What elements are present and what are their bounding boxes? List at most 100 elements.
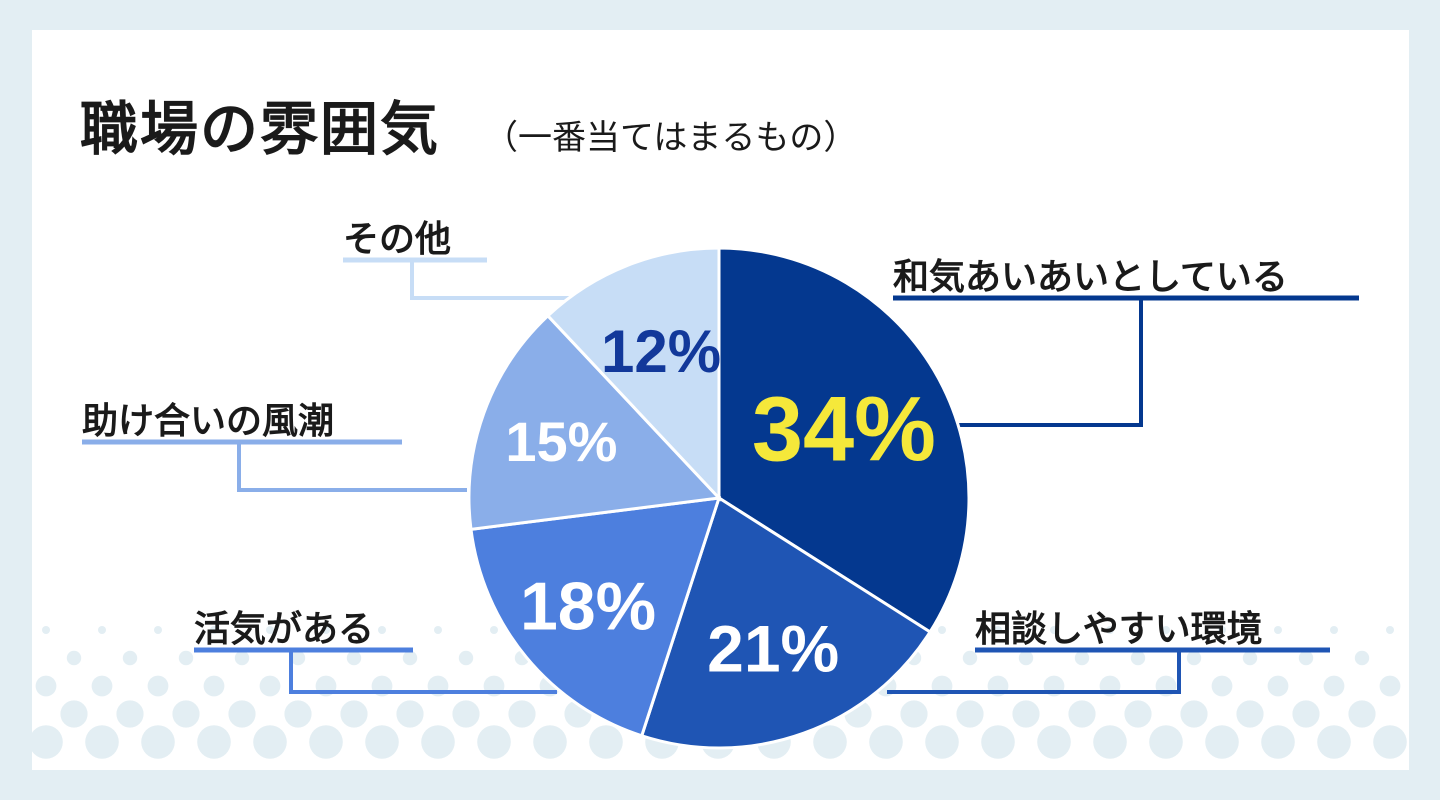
chart-subtitle: （一番当てはまるもの） [484, 118, 858, 158]
leader-lines [82, 257, 1359, 694]
background-dot [98, 626, 106, 634]
background-dot [477, 725, 511, 759]
background-dot [925, 725, 959, 759]
background-dot [203, 675, 225, 697]
background-dot [956, 700, 984, 728]
background-dot [396, 700, 424, 728]
background-dot [1242, 650, 1258, 666]
background-dot [322, 626, 330, 634]
percent-label: 15% [505, 410, 617, 473]
background-dot [32, 725, 63, 759]
background-dot [869, 725, 903, 759]
background-dot [1386, 626, 1394, 634]
background-dot [490, 626, 498, 634]
background-dot [116, 700, 144, 728]
background-dot [141, 725, 175, 759]
background-dot [508, 700, 536, 728]
background-dot [402, 650, 418, 666]
background-dot [1050, 626, 1058, 634]
background-dot [147, 675, 169, 697]
background-dot [228, 700, 256, 728]
background-dot [981, 725, 1015, 759]
background-dot [1236, 700, 1264, 728]
background-dot [91, 675, 113, 697]
leader-line [410, 260, 572, 300]
title-row: 職場の雰囲気 （一番当てはまるもの） [80, 82, 857, 166]
background-dot [1186, 650, 1202, 666]
background-dot [197, 725, 231, 759]
background-dot [1149, 725, 1183, 759]
background-dot [378, 626, 386, 634]
background-dot [234, 650, 250, 666]
pie-slice [639, 495, 933, 750]
background-dot [60, 700, 88, 728]
percent-label: 12% [601, 318, 721, 385]
background-dot [1218, 626, 1226, 634]
background-dot [1130, 650, 1146, 666]
leader-line [887, 650, 1181, 694]
background-dot [35, 675, 57, 697]
background-dot [1317, 725, 1351, 759]
background-dot [210, 626, 218, 634]
background-dot [938, 626, 946, 634]
background-dot [1124, 700, 1152, 728]
pie-slice [545, 246, 721, 502]
background-dot [1106, 626, 1114, 634]
background-dot [85, 725, 119, 759]
background-dot [253, 725, 287, 759]
pie-slice [469, 496, 722, 738]
background-dot [421, 725, 455, 759]
background-dot [1162, 626, 1170, 634]
background-dot [434, 626, 442, 634]
background-dot [1348, 700, 1376, 728]
background-dot [1379, 675, 1401, 697]
pie-slice [467, 313, 723, 532]
chart-title: 職場の雰囲気 [80, 95, 441, 163]
category-label-wakiaiai: 和気あいあいとしている [893, 257, 1288, 298]
background-dot [1018, 650, 1034, 666]
background-dot [1373, 725, 1407, 759]
background-dot [178, 650, 194, 666]
background-dot [1012, 700, 1040, 728]
background-dot [266, 626, 274, 634]
percent-label: 18% [520, 568, 656, 644]
background-dot [813, 725, 847, 759]
pie-slices [467, 246, 971, 750]
background-dot [122, 650, 138, 666]
background-dot [1354, 650, 1370, 666]
background-dot [962, 650, 978, 666]
background-dot [1205, 725, 1239, 759]
background-dot [1267, 675, 1289, 697]
background-dot [458, 650, 474, 666]
leader-line [237, 442, 467, 492]
background-dot [346, 650, 362, 666]
percent-label: 21% [707, 612, 839, 686]
background-dot [284, 700, 312, 728]
background-dot [1298, 650, 1314, 666]
background-dot [1261, 725, 1295, 759]
background-dot [340, 700, 368, 728]
chart-card: 職場の雰囲気 （一番当てはまるもの） 34% 21% 18% 15% 12% 和気あいあい… [32, 30, 1409, 770]
background-dot [259, 675, 281, 697]
background-dot [172, 700, 200, 728]
background-dot [1323, 675, 1345, 697]
background-dot [290, 650, 306, 666]
leader-line [289, 650, 557, 694]
background-dot [1074, 650, 1090, 666]
background-dot [1292, 700, 1320, 728]
pie-chart: 34% 21% 18% 15% 12% [82, 246, 1359, 750]
background-dot [1274, 626, 1282, 634]
background-dot [1211, 675, 1233, 697]
background-dot [900, 700, 928, 728]
category-label-sonota: その他 [343, 219, 452, 260]
background-dot [365, 725, 399, 759]
background-dot [309, 725, 343, 759]
background-dot [154, 626, 162, 634]
background-dot [1037, 725, 1071, 759]
background-dot [1068, 700, 1096, 728]
background-dot [994, 626, 1002, 634]
background-dot [589, 725, 623, 759]
background-dot [533, 725, 567, 759]
category-label-kakki: 活気がある [194, 609, 375, 650]
background-dot [1180, 700, 1208, 728]
